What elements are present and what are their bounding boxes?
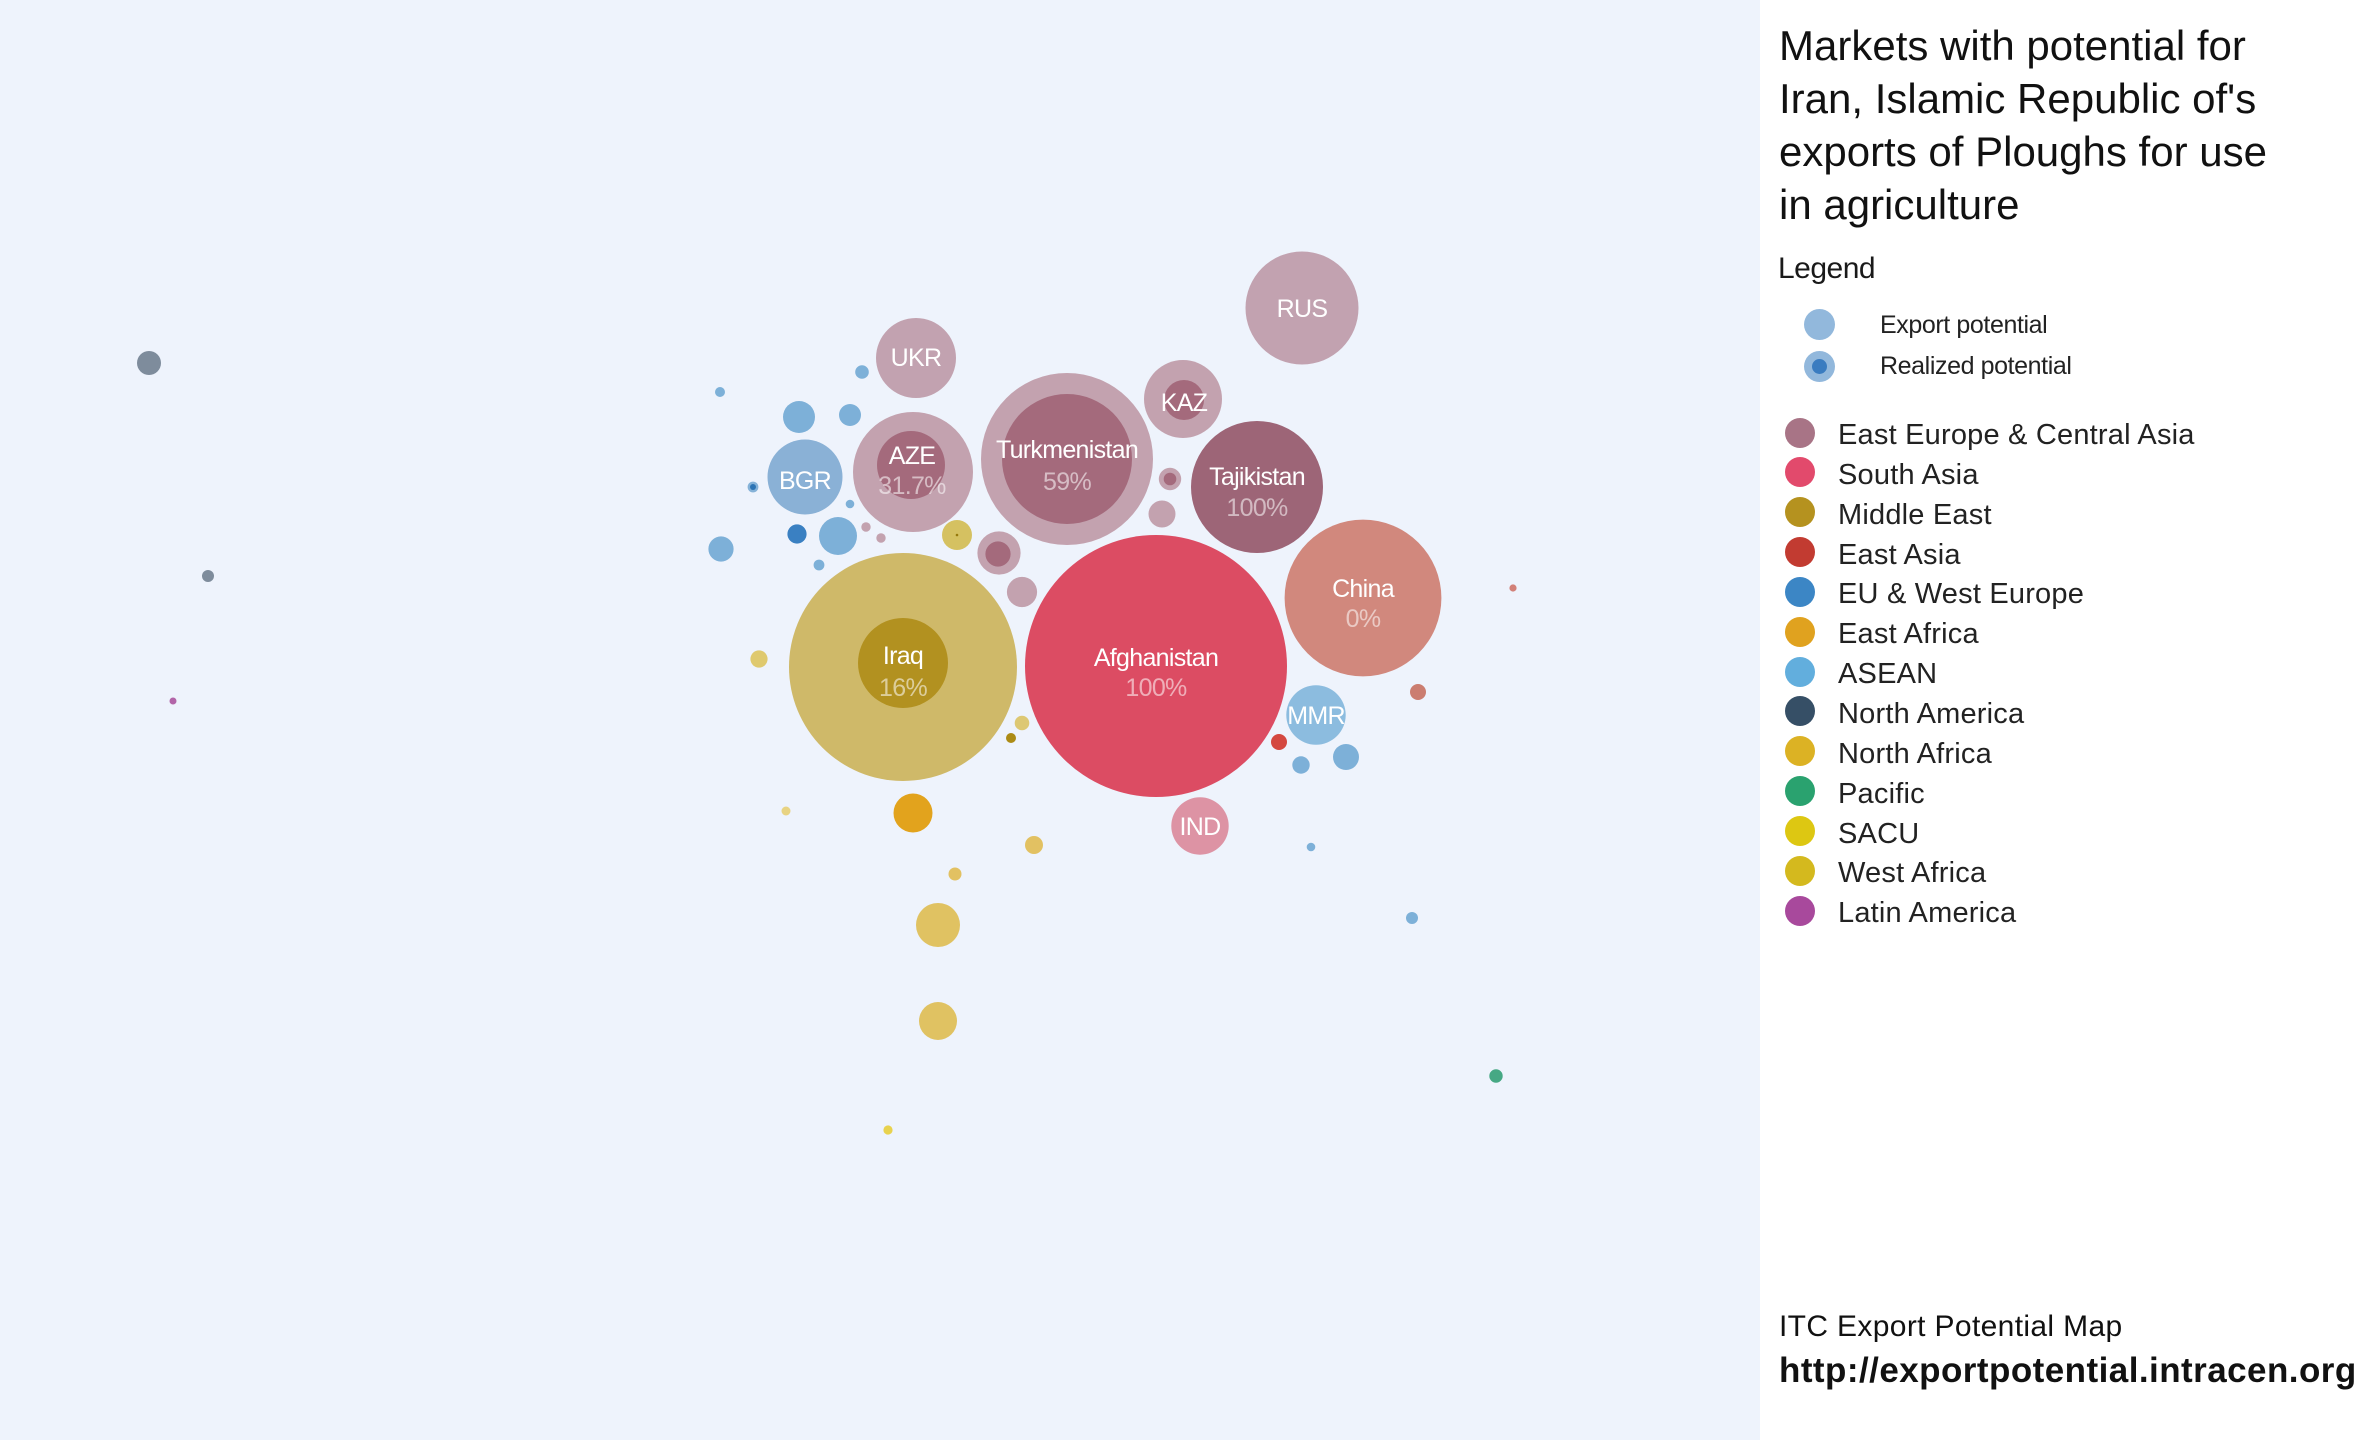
svg-text:0%: 0% [1346,605,1381,633]
svg-text:Turkmenistan: Turkmenistan [996,436,1138,464]
svg-text:AZE: AZE [889,442,936,470]
svg-text:China: China [1332,575,1395,603]
svg-text:RUS: RUS [1277,295,1328,323]
svg-text:100%: 100% [1226,494,1288,522]
svg-text:Tajikistan: Tajikistan [1209,463,1305,491]
svg-text:BGR: BGR [779,467,831,495]
svg-text:IND: IND [1180,813,1221,841]
svg-text:MMR: MMR [1287,702,1345,730]
svg-text:59%: 59% [1043,468,1091,496]
svg-text:31.7%: 31.7% [878,472,946,500]
svg-text:100%: 100% [1125,674,1187,702]
svg-text:Iraq: Iraq [883,642,923,670]
svg-text:Afghanistan: Afghanistan [1094,644,1218,672]
svg-text:16%: 16% [879,674,927,702]
svg-text:UKR: UKR [891,344,942,372]
svg-text:KAZ: KAZ [1161,389,1208,417]
